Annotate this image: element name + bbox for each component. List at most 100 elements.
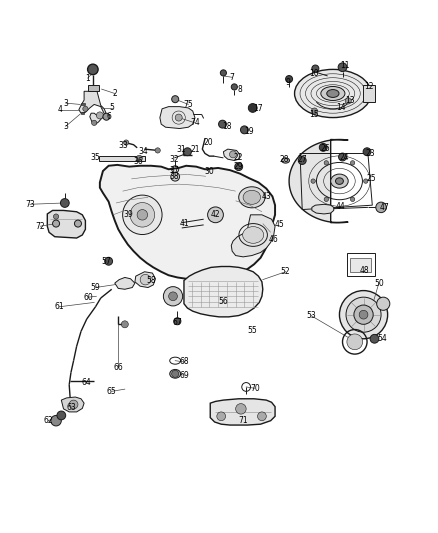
Circle shape: [338, 63, 347, 71]
Polygon shape: [184, 266, 263, 317]
Text: 23: 23: [365, 149, 375, 158]
Circle shape: [230, 151, 237, 158]
Circle shape: [184, 148, 191, 156]
Circle shape: [311, 179, 315, 183]
Circle shape: [92, 120, 97, 125]
Bar: [350, 258, 371, 272]
Circle shape: [124, 140, 129, 145]
Text: 1: 1: [85, 74, 90, 83]
Text: 3: 3: [63, 122, 68, 131]
Circle shape: [298, 157, 306, 165]
Text: 47: 47: [380, 203, 389, 212]
Text: 66: 66: [113, 363, 123, 372]
Text: 65: 65: [107, 387, 117, 396]
Circle shape: [88, 64, 98, 75]
Text: 26: 26: [320, 144, 330, 153]
Circle shape: [236, 403, 246, 414]
Text: 46: 46: [269, 235, 279, 244]
Polygon shape: [160, 107, 195, 128]
Circle shape: [346, 297, 381, 332]
Circle shape: [258, 412, 266, 421]
Circle shape: [235, 163, 243, 171]
Circle shape: [74, 220, 81, 227]
Text: 14: 14: [336, 103, 346, 112]
Polygon shape: [115, 278, 135, 289]
Polygon shape: [61, 397, 84, 412]
Circle shape: [219, 120, 226, 128]
Text: 55: 55: [247, 326, 257, 335]
Ellipse shape: [243, 227, 264, 243]
Text: 35: 35: [91, 154, 100, 163]
Text: 18: 18: [222, 122, 232, 131]
Text: 5: 5: [109, 103, 114, 112]
Polygon shape: [100, 165, 275, 280]
Circle shape: [172, 96, 179, 103]
Circle shape: [220, 70, 226, 76]
Text: 9: 9: [286, 78, 291, 87]
Circle shape: [208, 207, 223, 223]
Ellipse shape: [170, 369, 180, 378]
Circle shape: [231, 84, 237, 90]
Text: 59: 59: [91, 283, 100, 292]
Text: 71: 71: [238, 416, 248, 425]
Polygon shape: [223, 149, 240, 160]
Circle shape: [140, 274, 151, 285]
Text: 43: 43: [261, 192, 271, 201]
Circle shape: [324, 160, 328, 165]
Circle shape: [69, 400, 78, 409]
Text: 39: 39: [123, 211, 133, 219]
Circle shape: [53, 214, 59, 219]
Ellipse shape: [327, 90, 339, 98]
Text: 75: 75: [184, 100, 193, 109]
Polygon shape: [79, 91, 106, 124]
Circle shape: [240, 126, 248, 134]
Text: 34: 34: [139, 147, 148, 156]
Text: 68: 68: [179, 358, 189, 367]
Polygon shape: [47, 211, 85, 238]
Text: 64: 64: [82, 378, 92, 387]
Text: 48: 48: [360, 266, 369, 276]
Text: 31: 31: [176, 144, 186, 154]
Text: 12: 12: [364, 83, 374, 92]
Text: 54: 54: [377, 334, 387, 343]
Text: 25: 25: [367, 174, 376, 183]
Ellipse shape: [239, 187, 265, 208]
Circle shape: [311, 108, 318, 114]
Circle shape: [175, 114, 182, 121]
Text: 19: 19: [244, 127, 254, 136]
Circle shape: [121, 321, 128, 328]
Circle shape: [350, 197, 355, 201]
Text: 60: 60: [84, 293, 93, 302]
Text: 22: 22: [234, 152, 244, 161]
Text: 44: 44: [336, 201, 346, 211]
Text: 67: 67: [173, 318, 182, 327]
Text: 29: 29: [234, 162, 244, 171]
Text: 41: 41: [179, 219, 189, 228]
Polygon shape: [231, 215, 275, 257]
Bar: [81, 112, 84, 114]
Text: 2: 2: [113, 89, 117, 98]
Circle shape: [364, 179, 368, 183]
Text: 61: 61: [54, 302, 64, 311]
Circle shape: [136, 155, 142, 161]
Text: 13: 13: [346, 95, 355, 104]
Bar: [363, 85, 375, 102]
Text: 11: 11: [340, 61, 350, 69]
Text: 42: 42: [211, 211, 220, 219]
Ellipse shape: [331, 174, 348, 188]
Circle shape: [217, 412, 226, 421]
Circle shape: [169, 292, 177, 301]
Text: 74: 74: [190, 118, 200, 127]
Ellipse shape: [336, 178, 343, 184]
Text: 38: 38: [170, 172, 179, 181]
Text: 50: 50: [374, 279, 384, 288]
Circle shape: [312, 65, 319, 72]
Ellipse shape: [282, 158, 290, 163]
Circle shape: [171, 172, 180, 181]
Circle shape: [60, 199, 69, 207]
Text: 58: 58: [146, 276, 156, 285]
Text: 20: 20: [203, 139, 213, 148]
Bar: [347, 253, 375, 276]
Text: 24: 24: [339, 154, 349, 163]
Text: 6: 6: [106, 112, 111, 121]
